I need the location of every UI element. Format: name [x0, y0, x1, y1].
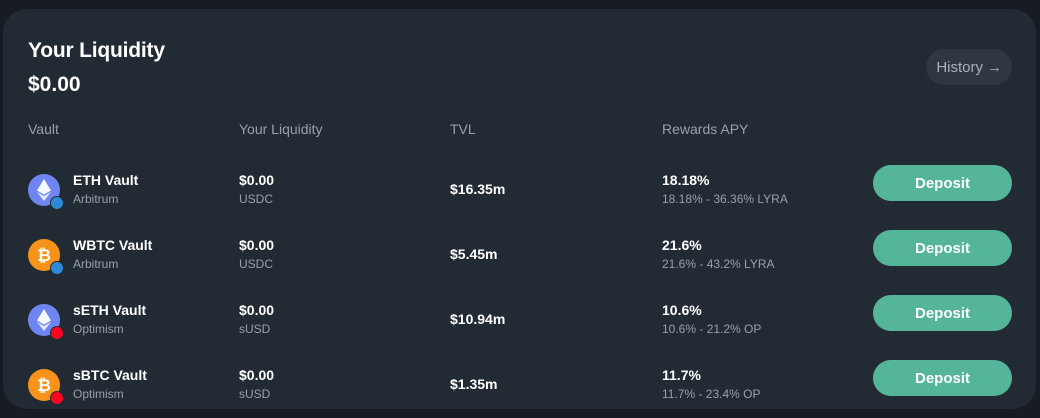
eth-icon	[28, 174, 64, 210]
tvl-value: $16.35m	[450, 181, 506, 197]
apy-range: 10.6% - 21.2% OP	[662, 322, 762, 336]
apy-range: 21.6% - 43.2% LYRA	[662, 257, 775, 271]
column-header-apy: Rewards APY	[662, 121, 749, 137]
optimism-icon	[50, 391, 64, 405]
vault-chain: Arbitrum	[73, 192, 119, 206]
deposit-button[interactable]: Deposit	[873, 165, 1012, 201]
vault-row-sbtc: ₿ sBTC Vault Optimism $0.00 sUSD $1.35m …	[3, 360, 1036, 416]
liquidity-card: Your Liquidity $0.00 History → Vault You…	[3, 9, 1036, 409]
liquidity-unit: USDC	[239, 192, 274, 206]
vault-chain: Optimism	[73, 322, 124, 336]
tvl-value: $1.35m	[450, 376, 498, 392]
deposit-button[interactable]: Deposit	[873, 230, 1012, 266]
total-liquidity: $0.00	[28, 73, 81, 96]
apy-value: 18.18%	[662, 172, 710, 188]
liquidity-value: $0.00	[239, 237, 275, 253]
btc-icon: ₿	[28, 369, 64, 405]
history-button[interactable]: History →	[926, 49, 1012, 85]
apy-value: 21.6%	[662, 237, 702, 253]
apy-value: 10.6%	[662, 302, 702, 318]
svg-text:₿: ₿	[37, 246, 51, 265]
vault-chain: Optimism	[73, 387, 124, 401]
vault-row-eth: ETH Vault Arbitrum $0.00 USDC $16.35m 18…	[3, 165, 1036, 221]
liquidity-value: $0.00	[239, 302, 275, 318]
column-header-tvl: TVL	[450, 121, 476, 137]
liquidity-value: $0.00	[239, 367, 275, 383]
optimism-icon	[50, 326, 64, 340]
vault-name: WBTC Vault	[73, 237, 153, 253]
vault-name: sETH Vault	[73, 302, 147, 318]
deposit-button[interactable]: Deposit	[873, 360, 1012, 396]
arbitrum-icon	[50, 196, 64, 210]
arrow-right-icon: →	[987, 58, 1002, 76]
svg-text:₿: ₿	[37, 376, 51, 395]
vault-name: ETH Vault	[73, 172, 139, 188]
vault-row-seth: sETH Vault Optimism $0.00 sUSD $10.94m 1…	[3, 295, 1036, 351]
apy-value: 11.7%	[662, 367, 701, 383]
tvl-value: $5.45m	[450, 246, 498, 262]
vault-name: sBTC Vault	[73, 367, 147, 383]
page-title: Your Liquidity	[28, 39, 165, 62]
vault-chain: Arbitrum	[73, 257, 119, 271]
tvl-value: $10.94m	[450, 311, 506, 327]
deposit-button[interactable]: Deposit	[873, 295, 1012, 331]
apy-range: 18.18% - 36.36% LYRA	[662, 192, 788, 206]
column-header-vault: Vault	[28, 121, 59, 137]
eth-icon	[28, 304, 64, 340]
liquidity-unit: sUSD	[239, 322, 271, 336]
liquidity-unit: USDC	[239, 257, 274, 271]
apy-range: 11.7% - 23.4% OP	[662, 387, 761, 401]
btc-icon: ₿	[28, 239, 64, 275]
liquidity-value: $0.00	[239, 172, 275, 188]
history-label: History	[936, 58, 983, 76]
arbitrum-icon	[50, 261, 64, 275]
vault-row-wbtc: ₿ WBTC Vault Arbitrum $0.00 USDC $5.45m …	[3, 230, 1036, 286]
column-header-liquidity: Your Liquidity	[239, 121, 323, 137]
liquidity-unit: sUSD	[239, 387, 271, 401]
